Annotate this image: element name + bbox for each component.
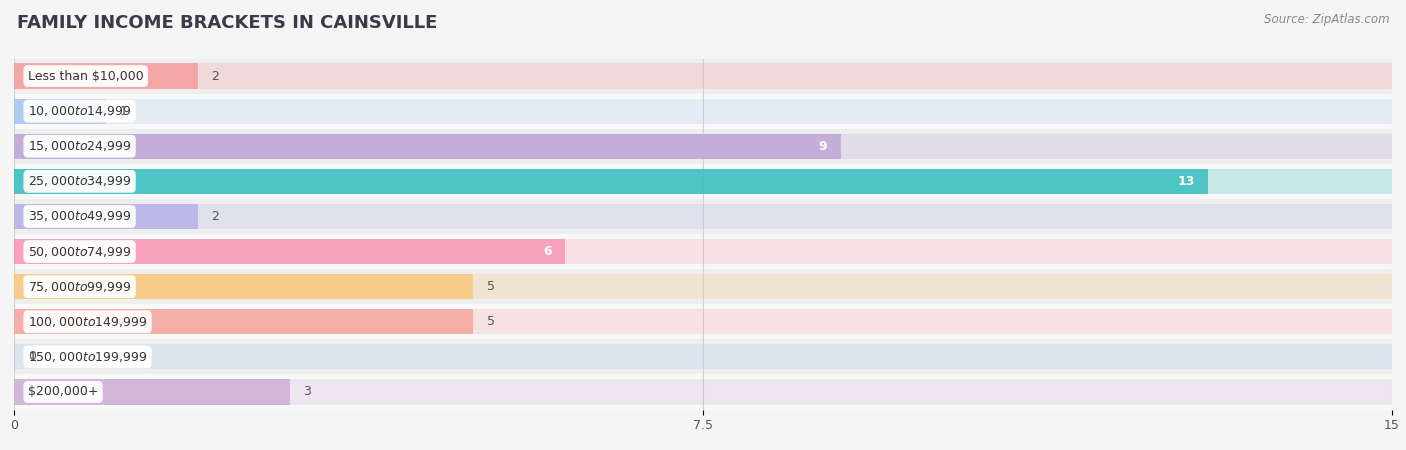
Bar [14, 164, 1392, 199]
Bar [14, 169, 1208, 194]
Bar [14, 379, 1392, 405]
Text: 2: 2 [211, 210, 219, 223]
Bar [14, 134, 841, 159]
Bar [14, 269, 1392, 304]
Bar [14, 234, 1392, 269]
Bar [14, 309, 1392, 334]
Text: 3: 3 [304, 386, 311, 398]
Text: FAMILY INCOME BRACKETS IN CAINSVILLE: FAMILY INCOME BRACKETS IN CAINSVILLE [17, 14, 437, 32]
Bar [14, 379, 290, 405]
Text: 13: 13 [1177, 175, 1195, 188]
Text: $75,000 to $99,999: $75,000 to $99,999 [28, 279, 131, 294]
Text: 1: 1 [120, 105, 128, 117]
Bar [14, 94, 1392, 129]
Bar [14, 199, 1392, 234]
Text: 5: 5 [486, 315, 495, 328]
Bar [14, 169, 1392, 194]
Bar [14, 99, 1392, 124]
Bar [14, 239, 1392, 264]
Text: $50,000 to $74,999: $50,000 to $74,999 [28, 244, 131, 259]
Bar [14, 374, 1392, 410]
Text: Source: ZipAtlas.com: Source: ZipAtlas.com [1264, 14, 1389, 27]
Text: 2: 2 [211, 70, 219, 82]
Bar [14, 274, 1392, 299]
Bar [14, 344, 1392, 369]
Bar [14, 204, 198, 229]
Bar [14, 309, 474, 334]
Text: $200,000+: $200,000+ [28, 386, 98, 398]
Bar [14, 58, 1392, 94]
Bar [14, 204, 1392, 229]
Text: $35,000 to $49,999: $35,000 to $49,999 [28, 209, 131, 224]
Bar [14, 99, 105, 124]
Text: $25,000 to $34,999: $25,000 to $34,999 [28, 174, 131, 189]
Bar [14, 129, 1392, 164]
Text: $15,000 to $24,999: $15,000 to $24,999 [28, 139, 131, 153]
Text: 6: 6 [543, 245, 551, 258]
Text: 5: 5 [486, 280, 495, 293]
Bar [14, 304, 1392, 339]
Bar [14, 239, 565, 264]
Bar [14, 134, 1392, 159]
Bar [14, 63, 198, 89]
Text: 0: 0 [28, 351, 35, 363]
Bar [14, 274, 474, 299]
Bar [14, 63, 1392, 89]
Text: $150,000 to $199,999: $150,000 to $199,999 [28, 350, 148, 364]
Text: Less than $10,000: Less than $10,000 [28, 70, 143, 82]
Text: $10,000 to $14,999: $10,000 to $14,999 [28, 104, 131, 118]
Text: 9: 9 [818, 140, 827, 153]
Bar [14, 339, 1392, 374]
Text: $100,000 to $149,999: $100,000 to $149,999 [28, 315, 148, 329]
